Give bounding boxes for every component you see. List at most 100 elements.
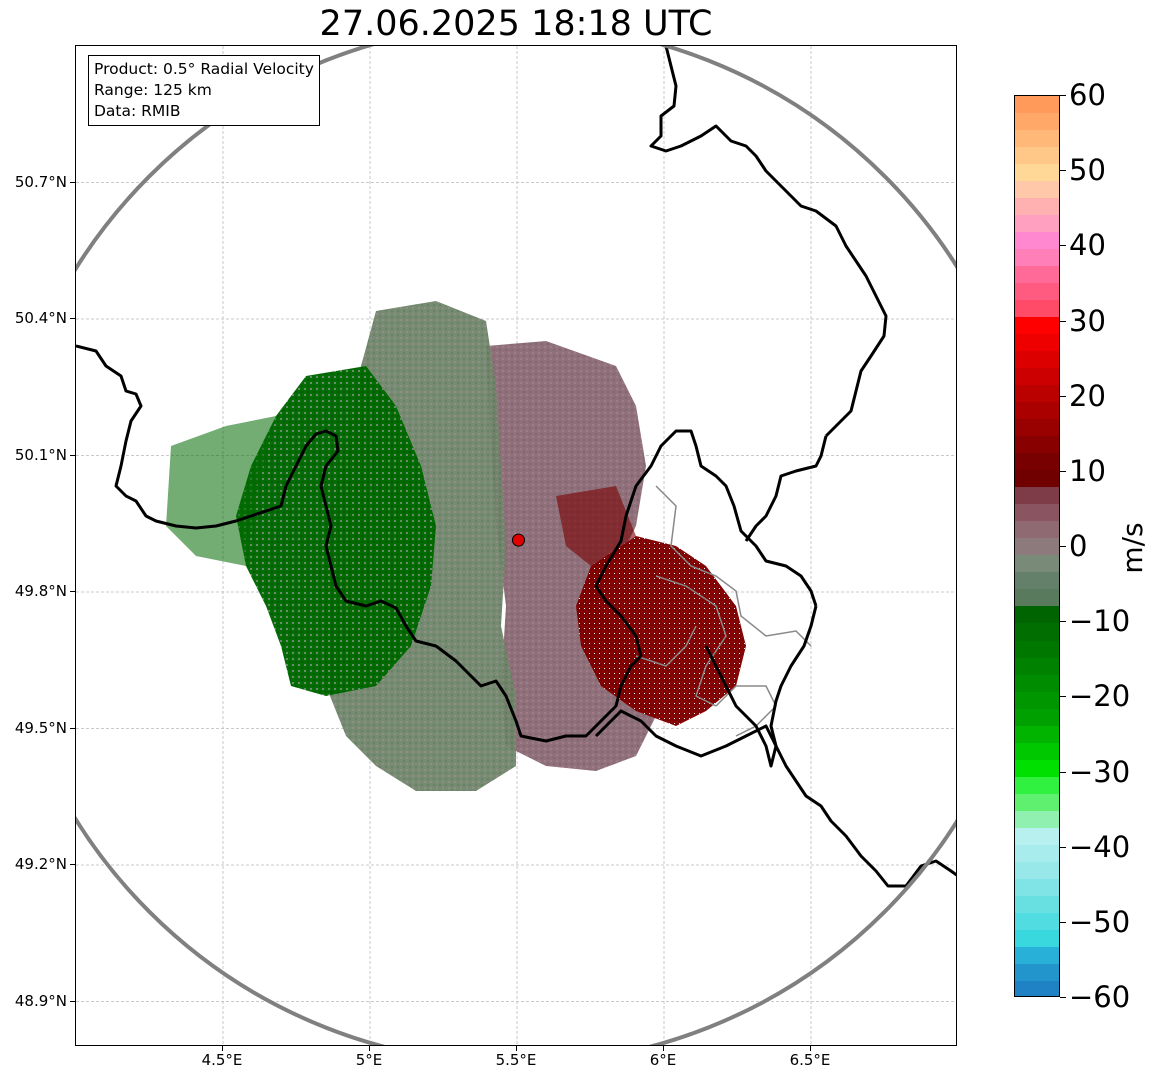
- colorbar-tick-label: 50: [1069, 153, 1106, 188]
- colorbar: [1014, 95, 1060, 997]
- colorbar-segment: [1015, 861, 1059, 879]
- colorbar-segment: [1015, 606, 1059, 624]
- colorbar-segment: [1015, 487, 1059, 505]
- y-tick-mark: [70, 727, 75, 729]
- radar-map: [75, 45, 957, 1046]
- colorbar-unit-label: m/s: [1116, 522, 1149, 574]
- colorbar-segment: [1015, 164, 1059, 182]
- subregion-borders: [635, 485, 812, 737]
- colorbar-segment: [1015, 776, 1059, 794]
- colorbar-segment: [1015, 878, 1059, 896]
- colorbar-segment: [1015, 572, 1059, 590]
- colorbar-segment: [1015, 130, 1059, 148]
- colorbar-segment: [1015, 436, 1059, 454]
- y-tick-mark: [70, 591, 75, 592]
- colorbar-tick-label: 60: [1069, 78, 1106, 112]
- info-range: Range: 125 km: [94, 81, 212, 99]
- colorbar-tick-mark: [1060, 621, 1066, 623]
- colorbar-tick-label: 0: [1069, 529, 1088, 563]
- y-tick-mark: [70, 1000, 75, 1002]
- y-tick-label: 48.9°N: [14, 991, 67, 1010]
- colorbar-segment: [1015, 742, 1059, 760]
- colorbar-tick-mark: [1060, 921, 1066, 923]
- y-tick-label: 50.4°N: [14, 309, 67, 327]
- colorbar-tick-label: 20: [1069, 378, 1106, 413]
- colorbar-segment: [1015, 113, 1059, 131]
- colorbar-segment: [1015, 912, 1059, 930]
- info-box: Product: 0.5° Radial Velocity Range: 125…: [88, 55, 320, 126]
- colorbar-tick-mark: [1060, 170, 1066, 172]
- colorbar-segment: [1015, 538, 1059, 556]
- colorbar-segment: [1015, 215, 1059, 233]
- x-tick-label: 5°E: [355, 1051, 383, 1069]
- x-tick-label: 4.5°E: [201, 1051, 243, 1069]
- colorbar-segment: [1015, 810, 1059, 828]
- colorbar-segment: [1015, 232, 1059, 250]
- colorbar-segment: [1015, 555, 1059, 573]
- colorbar-segment: [1015, 929, 1059, 947]
- colorbar-segment: [1015, 470, 1059, 488]
- colorbar-tick-mark: [1060, 95, 1066, 96]
- velocity-echoes: [166, 301, 746, 791]
- colorbar-tick-label: −30: [1069, 754, 1131, 789]
- map-title: 27.06.2025 18:18 UTC: [319, 4, 713, 44]
- colorbar-segment: [1015, 334, 1059, 352]
- colorbar-segment: [1015, 963, 1059, 981]
- x-tick-mark: [516, 1046, 517, 1051]
- y-tick-label: 50.1°N: [14, 445, 67, 464]
- colorbar-segment: [1015, 385, 1059, 403]
- colorbar-segment: [1015, 368, 1059, 386]
- echo-outbound-strong: [576, 536, 746, 726]
- colorbar-segment: [1015, 844, 1059, 862]
- colorbar-segment: [1015, 96, 1059, 114]
- colorbar-segment: [1015, 657, 1059, 675]
- colorbar-tick-mark: [1060, 470, 1066, 472]
- colorbar-segment: [1015, 759, 1059, 777]
- colorbar-tick-mark: [1060, 771, 1066, 773]
- colorbar-segment: [1015, 402, 1059, 420]
- national-borders: [76, 46, 956, 888]
- colorbar-segment: [1015, 674, 1059, 692]
- colorbar-segment: [1015, 249, 1059, 267]
- colorbar-segment: [1015, 827, 1059, 845]
- colorbar-segment: [1015, 181, 1059, 199]
- colorbar-segment: [1015, 453, 1059, 471]
- colorbar-tick-mark: [1060, 846, 1066, 848]
- colorbar-segment: [1015, 147, 1059, 165]
- colorbar-tick-label: −60: [1069, 980, 1131, 1014]
- x-tick-mark: [663, 1046, 664, 1051]
- colorbar-segment: [1015, 266, 1059, 284]
- echo-outbound-fringe: [556, 486, 636, 566]
- colorbar-tick-mark: [1060, 696, 1066, 698]
- x-tick-label: 6°E: [649, 1051, 677, 1069]
- colorbar-tick-label: 10: [1069, 453, 1106, 488]
- y-tick-label: 49.8°N: [14, 582, 67, 600]
- y-tick-mark: [70, 454, 75, 456]
- colorbar-segment: [1015, 351, 1059, 369]
- y-tick-mark: [70, 864, 75, 865]
- colorbar-segment: [1015, 946, 1059, 964]
- colorbar-segment: [1015, 589, 1059, 607]
- colorbar-tick-label: −40: [1069, 829, 1131, 864]
- y-tick-label: 49.2°N: [14, 855, 67, 873]
- colorbar-segment: [1015, 793, 1059, 811]
- colorbar-segment: [1015, 725, 1059, 743]
- colorbar-tick-mark: [1060, 395, 1066, 397]
- colorbar-tick-mark: [1060, 245, 1066, 247]
- colorbar-tick-label: −50: [1069, 904, 1131, 939]
- x-tick-label: 6.5°E: [789, 1051, 831, 1069]
- colorbar-segment: [1015, 283, 1059, 301]
- y-tick-label: 50.7°N: [14, 172, 67, 191]
- x-tick-label: 5.5°E: [495, 1051, 537, 1069]
- colorbar-segment: [1015, 980, 1059, 996]
- colorbar-segment: [1015, 317, 1059, 335]
- y-tick-mark: [70, 181, 75, 183]
- colorbar-segment: [1015, 640, 1059, 658]
- colorbar-segment: [1015, 198, 1059, 216]
- echo-inbound-strong: [236, 366, 436, 696]
- colorbar-segment: [1015, 708, 1059, 726]
- colorbar-segment: [1015, 895, 1059, 913]
- y-tick-label: 49.5°N: [14, 718, 67, 737]
- colorbar-segment: [1015, 504, 1059, 522]
- x-tick-mark: [810, 1046, 811, 1051]
